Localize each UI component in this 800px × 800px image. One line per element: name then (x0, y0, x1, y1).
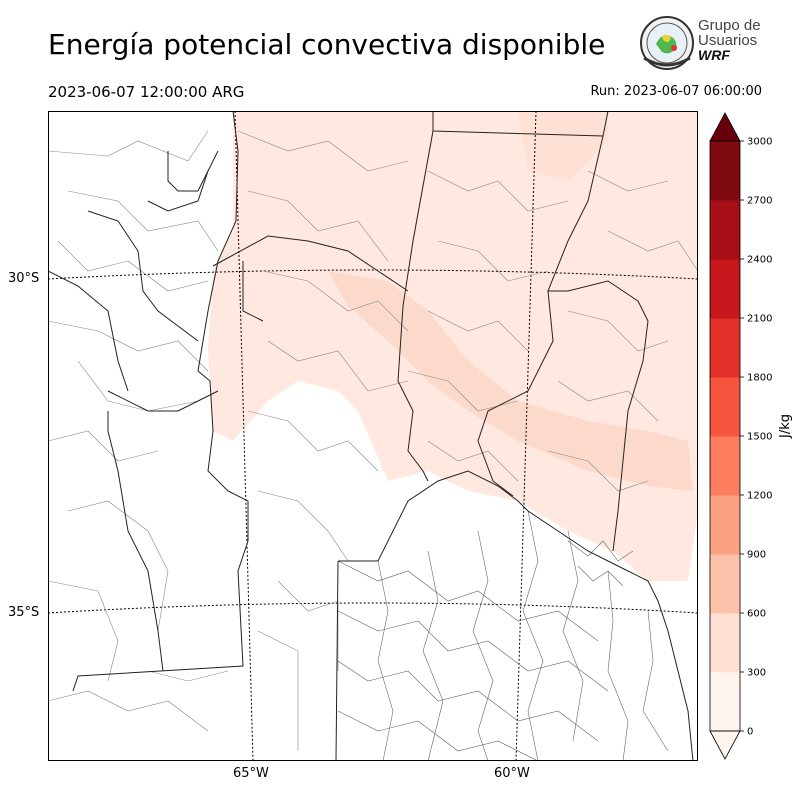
department-boundaries (48, 130, 698, 751)
buenos-aires-partidos (337, 510, 669, 761)
colorbar-bin (710, 495, 740, 555)
colorbar-tick-label: 2700 (747, 196, 772, 207)
lon-line-60w (515, 111, 537, 761)
logo-text: Grupo de Usuarios WRF (698, 18, 761, 63)
valid-time: 2023-06-07 12:00:00 ARG (48, 83, 245, 101)
colorbar-tick-label: 2100 (747, 314, 772, 325)
lat-line-30s (48, 269, 698, 280)
colorbar-tick-label: 1200 (747, 491, 772, 502)
colorbar-tick-label: 300 (747, 668, 766, 679)
colorbar-bin (710, 377, 740, 437)
colorbar-tick-label: 900 (747, 550, 766, 561)
logo-line-3: WRF (698, 47, 730, 63)
colorbar-bin (710, 200, 740, 260)
colorbar-bin (710, 141, 740, 201)
lon-line-65w (234, 111, 254, 761)
colorbar-tick-label: 2400 (747, 255, 772, 266)
logo-line-1: Grupo de (698, 17, 761, 34)
colorbar-bin (710, 672, 740, 732)
cape-field-patch (518, 111, 608, 181)
colorbar-label: J/kg (778, 414, 793, 438)
colorbar-bin (710, 318, 740, 378)
lon-label-65w: 65°W (233, 766, 269, 781)
lat-line-35s (48, 602, 698, 614)
colorbar-under-arrow (709, 730, 741, 760)
map-title: Energía potencial convectiva disponible (48, 28, 606, 61)
colorbar-bin (710, 613, 740, 673)
colorbar-bin (710, 436, 740, 496)
lat-label-30s: 30°S (8, 271, 40, 286)
colorbar-bin (710, 259, 740, 319)
colorbar-tick-label: 1800 (747, 373, 772, 384)
map-panel (48, 111, 698, 761)
colorbar-over-arrow (709, 112, 741, 142)
colorbar-tick-label: 1500 (747, 432, 772, 443)
colorbar-tick-label: 0 (747, 727, 753, 738)
globe-icon (640, 16, 694, 70)
province-boundaries (48, 111, 694, 761)
logo-line-2: Usuarios (698, 32, 758, 49)
colorbar-tick-label: 3000 (747, 137, 772, 148)
colorbar-tick-label: 600 (747, 609, 766, 620)
lat-label-35s: 35°S (8, 605, 40, 620)
wrf-logo: Grupo de Usuarios WRF (638, 14, 768, 74)
colorbar: 0 300 600 900 1200 1500 1800 2100 2400 2700 3000 (709, 112, 772, 760)
colorbar-bin (710, 554, 740, 614)
cape-field-band (328, 271, 693, 491)
run-time: Run: 2023-06-07 06:00:00 (590, 84, 762, 99)
lon-label-60w: 60°W (494, 766, 530, 781)
